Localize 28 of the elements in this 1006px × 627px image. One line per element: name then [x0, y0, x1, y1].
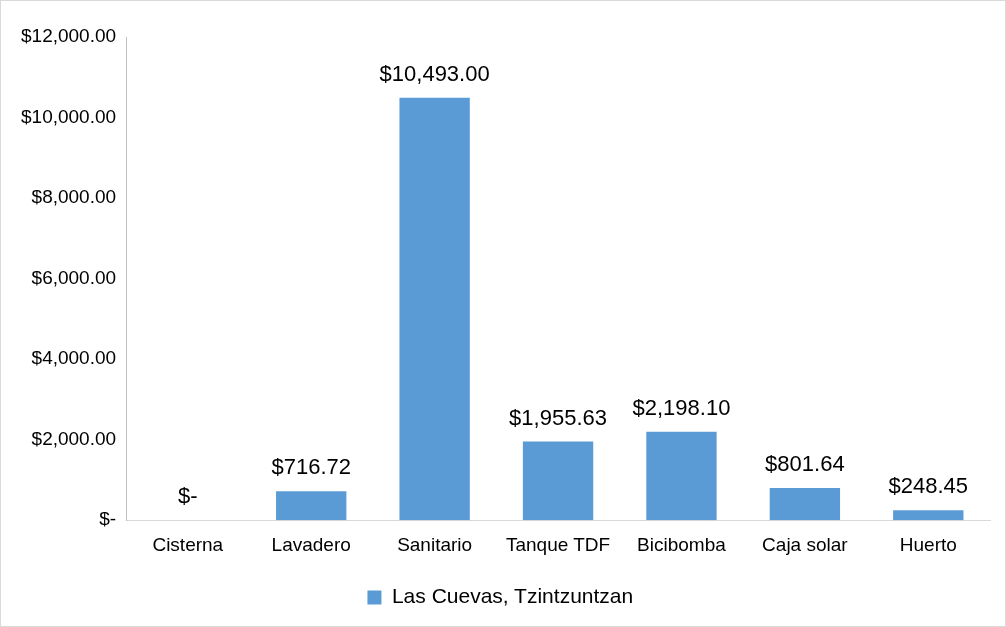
bar — [276, 491, 347, 521]
x-tick-label: Sanitario — [397, 533, 473, 555]
x-tick-label: Huerto — [899, 533, 957, 555]
x-tick-label: Lavadero — [271, 533, 351, 555]
data-label: $1,955.63 — [509, 404, 607, 430]
bar — [522, 441, 594, 521]
y-tick-label: $10,000.00 — [21, 105, 117, 127]
data-label: $10,493.00 — [379, 60, 490, 86]
bar — [893, 510, 964, 521]
x-tick-label: Caja solar — [762, 533, 849, 555]
bar — [769, 487, 841, 521]
data-label: $- — [178, 483, 198, 509]
y-tick-label: $- — [99, 508, 117, 530]
data-label: $716.72 — [271, 454, 351, 480]
data-label: $248.45 — [888, 473, 969, 499]
legend-label: Las Cuevas, Tzintzuntzan — [391, 584, 634, 608]
y-tick-label: $2,000.00 — [31, 427, 117, 449]
y-tick-label: $12,000.00 — [21, 25, 117, 47]
bar — [399, 97, 470, 521]
y-tick-label: $8,000.00 — [31, 186, 117, 208]
y-tick-label: $6,000.00 — [31, 266, 117, 288]
y-tick-label: $4,000.00 — [31, 347, 117, 369]
data-label: $2,198.10 — [632, 394, 731, 420]
bar — [646, 431, 717, 521]
x-tick-label: Bicibomba — [637, 533, 727, 555]
x-tick-label: Cisterna — [152, 533, 224, 555]
data-label: $801.64 — [765, 450, 845, 476]
x-tick-label: Tanque TDF — [505, 533, 611, 555]
